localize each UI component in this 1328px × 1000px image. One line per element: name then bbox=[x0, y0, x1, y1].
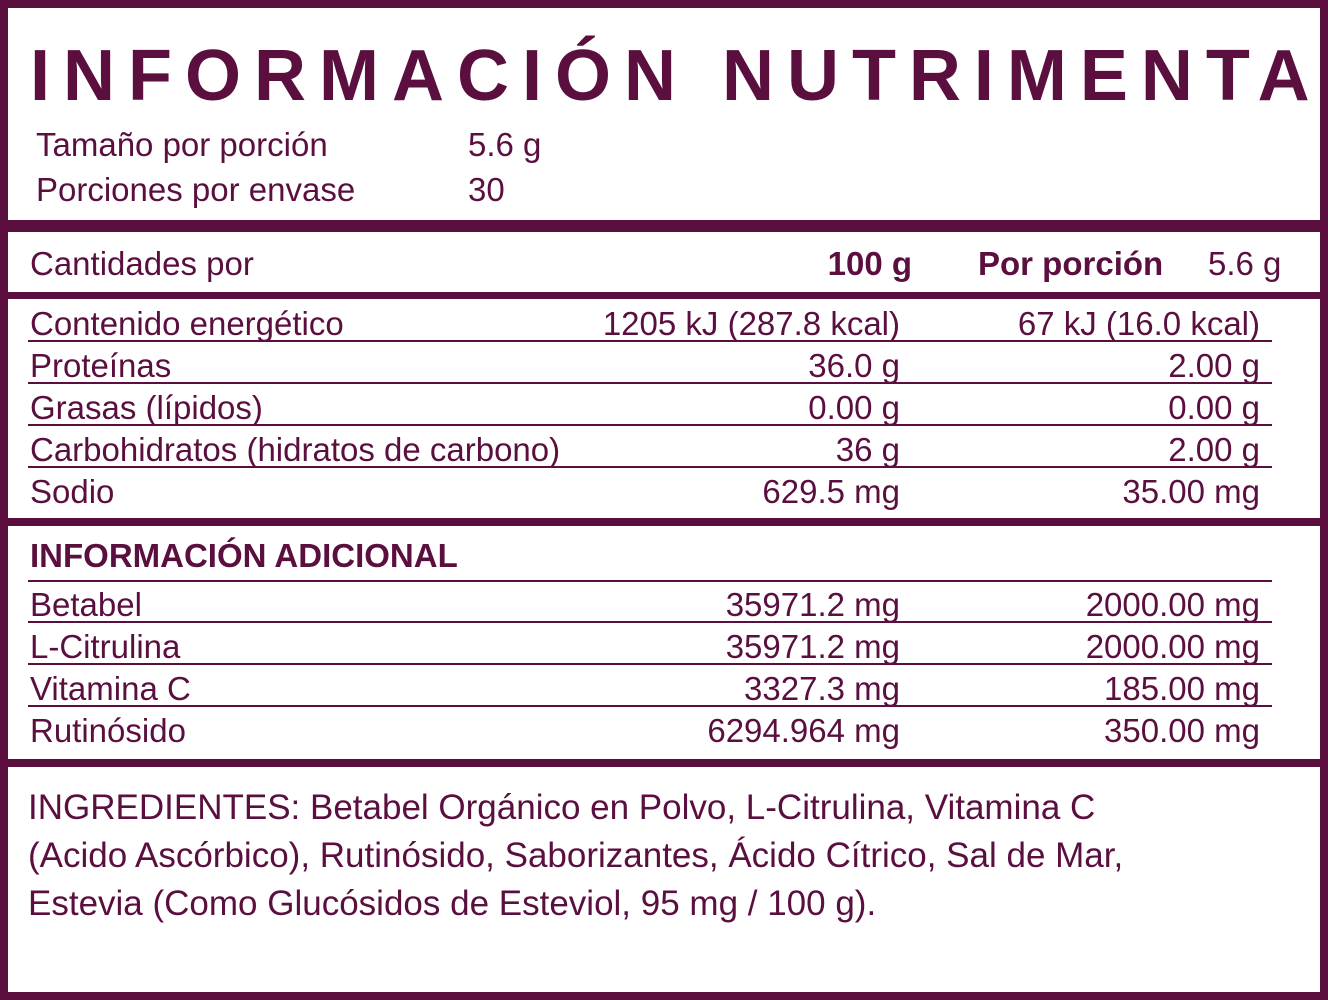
ingredients: (Acido Ascórbico), Rutinósido, Saborizan… bbox=[28, 836, 1124, 875]
row-line bbox=[28, 621, 1272, 623]
row-line bbox=[28, 424, 1272, 426]
ingredients: INGREDIENTES: Betabel Orgánico en Polvo,… bbox=[28, 788, 1096, 827]
row-line bbox=[28, 663, 1272, 665]
row-value: 6294.964 mg bbox=[707, 712, 900, 749]
row-value: 36 g bbox=[835, 431, 900, 468]
row-line bbox=[28, 580, 1272, 582]
divider bbox=[8, 220, 1320, 232]
row-value: 3327.3 mg bbox=[744, 670, 900, 707]
row-value: 185.00 mg bbox=[1104, 670, 1260, 707]
serving-label: Tamaño por porción bbox=[36, 126, 328, 163]
row-value: 67 kJ (16.0 kcal) bbox=[1017, 305, 1260, 342]
row-line bbox=[28, 340, 1272, 342]
row-value: 35971.2 mg bbox=[725, 586, 900, 623]
divider bbox=[8, 518, 1320, 526]
row-label: Grasas (lípidos) bbox=[30, 389, 263, 426]
row-label: Proteínas bbox=[30, 347, 172, 384]
row-value: 350.00 mg bbox=[1104, 712, 1260, 749]
row-value: 0.00 g bbox=[808, 389, 900, 426]
serving-value: 30 bbox=[468, 171, 505, 208]
header-label: Cantidades por bbox=[30, 245, 254, 282]
row-label: Betabel bbox=[30, 586, 142, 623]
row-label: Contenido energético bbox=[30, 305, 344, 342]
row-label: Sodio bbox=[30, 473, 115, 510]
row-value: 2.00 g bbox=[1168, 431, 1260, 468]
section-title: INFORMACIÓN ADICIONAL bbox=[30, 537, 458, 574]
header-col: 100 g bbox=[827, 245, 912, 282]
row-value: 36.0 g bbox=[808, 347, 900, 384]
header-col: 5.6 g bbox=[1208, 245, 1282, 282]
row-value: 0.00 g bbox=[1168, 389, 1260, 426]
row-value: 35971.2 mg bbox=[725, 628, 900, 665]
ingredients: Estevia (Como Glucósidos de Esteviol, 95… bbox=[28, 884, 877, 923]
serving-label: Porciones por envase bbox=[36, 171, 356, 208]
row-value: 629.5 mg bbox=[762, 473, 900, 510]
serving-value: 5.6 g bbox=[468, 126, 542, 163]
row-value: 2000.00 mg bbox=[1085, 586, 1260, 623]
row-label: Carbohidratos (hidratos de carbono) bbox=[30, 431, 561, 468]
row-label: Vitamina C bbox=[30, 670, 191, 707]
row-value: 35.00 mg bbox=[1122, 473, 1260, 510]
divider bbox=[8, 292, 1320, 299]
divider bbox=[8, 759, 1320, 767]
row-value: 2.00 g bbox=[1168, 347, 1260, 384]
header-col: Por porción bbox=[978, 245, 1164, 282]
row-line bbox=[28, 382, 1272, 384]
row-value: 1205 kJ (287.8 kcal) bbox=[602, 305, 900, 342]
title: INFORMACIÓN NUTRIMENTAL bbox=[30, 36, 1328, 116]
row-line bbox=[28, 705, 1272, 707]
row-label: L-Citrulina bbox=[30, 628, 181, 665]
row-label: Rutinósido bbox=[30, 712, 186, 749]
row-line bbox=[28, 466, 1272, 468]
row-value: 2000.00 mg bbox=[1085, 628, 1260, 665]
